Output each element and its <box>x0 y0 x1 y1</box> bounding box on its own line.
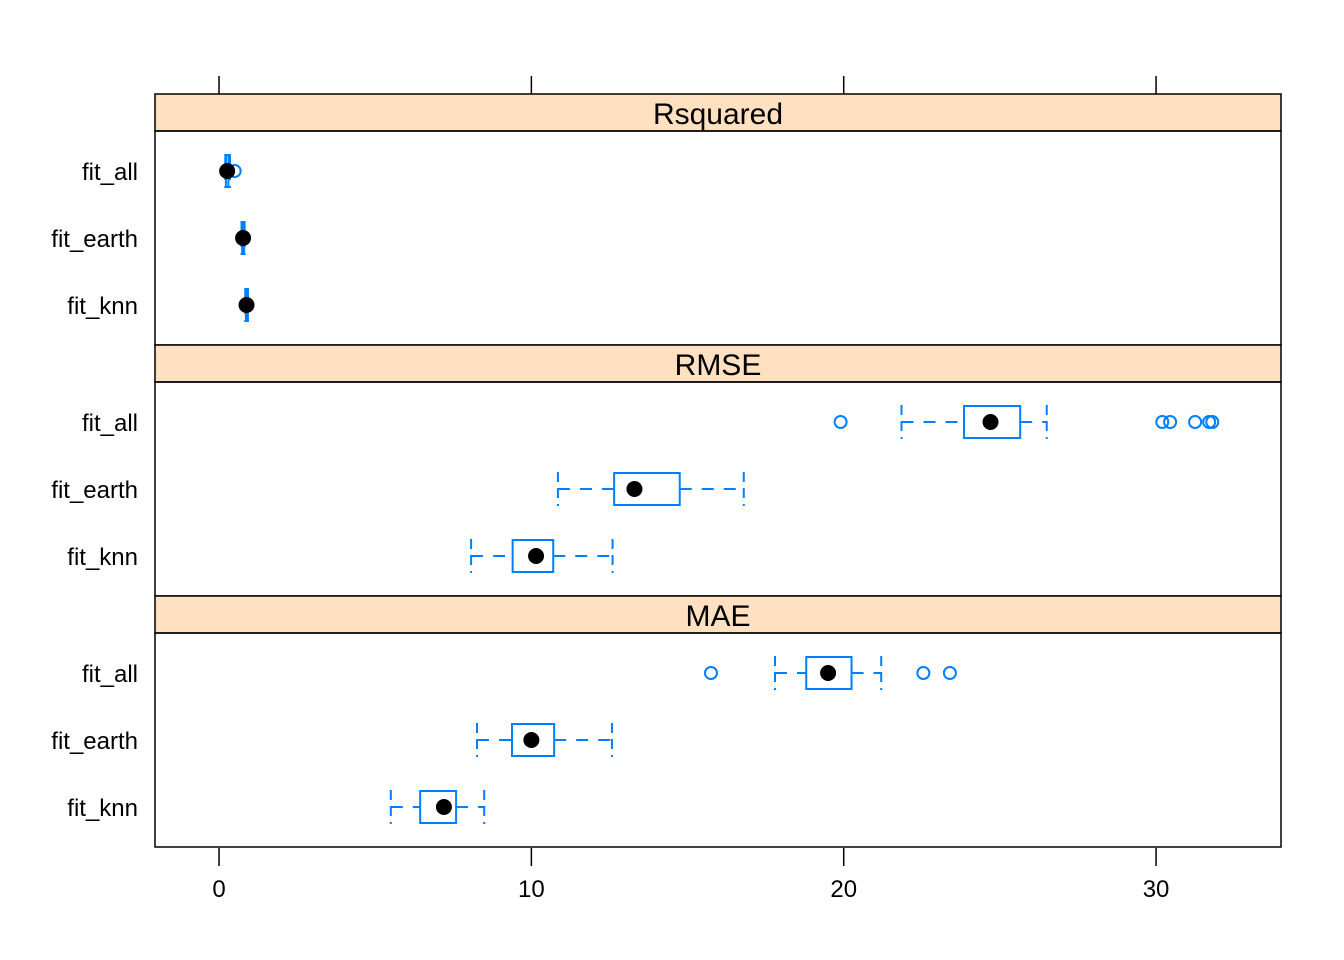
median-dot <box>238 297 255 313</box>
category-label: fit_knn <box>67 544 138 571</box>
category-label: fit_all <box>82 661 138 688</box>
median-dot <box>626 481 643 497</box>
box-iqr <box>511 723 556 757</box>
x-tick-label: 0 <box>212 876 225 903</box>
outlier-point <box>942 666 957 680</box>
category-label: fit_all <box>82 159 138 186</box>
panel-title: RMSE <box>675 349 762 382</box>
box-iqr <box>613 472 681 506</box>
category-label: fit_earth <box>51 728 138 755</box>
outlier-point <box>833 415 848 429</box>
box-iqr <box>511 539 555 573</box>
median-dot <box>528 548 545 564</box>
outlier-point <box>1205 415 1220 429</box>
x-tick-label: 10 <box>518 876 545 903</box>
median-dot <box>235 230 252 246</box>
median-dot <box>523 732 540 748</box>
panel-strip <box>154 344 1282 383</box>
panel-title: MAE <box>685 600 750 633</box>
x-tick-label: 30 <box>1143 876 1170 903</box>
outlier-point <box>1188 415 1203 429</box>
outlier-point <box>1155 415 1170 429</box>
category-label: fit_knn <box>67 293 138 320</box>
panel-frame <box>154 130 1282 346</box>
panel-strip <box>154 93 1282 132</box>
box-iqr <box>962 405 1022 439</box>
panel-frame <box>154 632 1282 848</box>
panel-strip <box>154 595 1282 634</box>
x-tick-label: 20 <box>830 876 857 903</box>
box-iqr <box>419 790 458 824</box>
median-dot <box>219 163 236 179</box>
median-dot <box>435 799 452 815</box>
panel-frame <box>154 381 1282 597</box>
box-iqr <box>805 656 853 690</box>
outlier-point <box>1163 415 1178 429</box>
category-label: fit_earth <box>51 477 138 504</box>
median-dot <box>820 665 837 681</box>
median-dot <box>982 414 999 430</box>
category-label: fit_knn <box>67 795 138 822</box>
outlier-point <box>916 666 931 680</box>
outlier-point <box>703 666 718 680</box>
category-label: fit_earth <box>51 226 138 253</box>
category-label: fit_all <box>82 410 138 437</box>
panel-title: Rsquared <box>653 98 783 131</box>
